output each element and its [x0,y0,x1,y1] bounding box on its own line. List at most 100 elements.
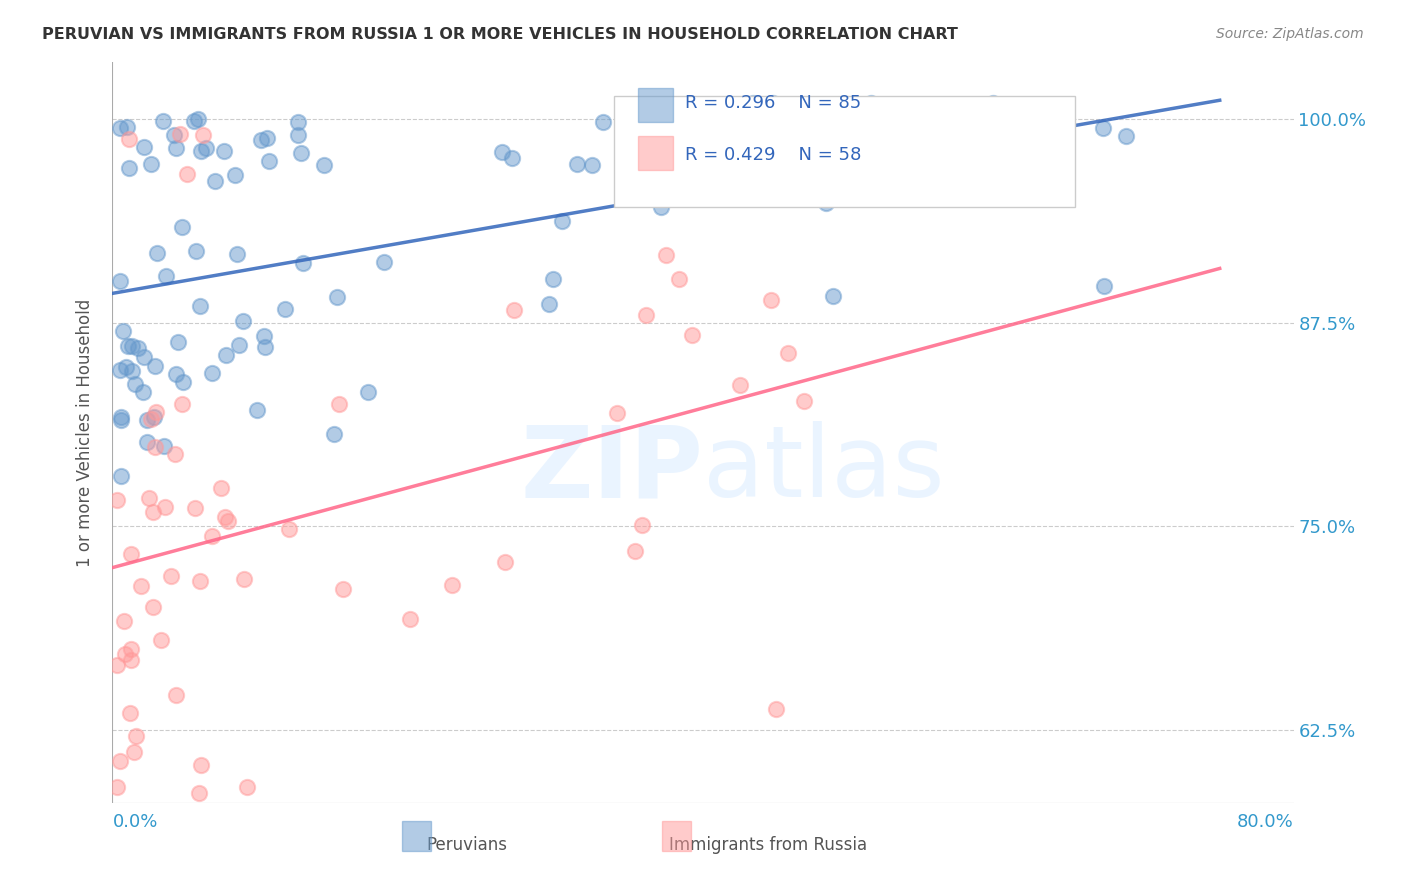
Point [120,641,142,656]
Point [1091,120,1114,135]
Point [105,780,128,794]
Point [176,167,198,181]
Point [163,447,186,461]
Point [209,482,232,496]
Point [166,335,188,350]
Point [141,599,163,614]
Point [141,411,163,425]
Point [728,377,751,392]
FancyBboxPatch shape [638,136,673,169]
Point [623,544,645,558]
Point [440,578,463,592]
Text: 80.0%: 80.0% [1237,813,1294,830]
Point [661,148,683,162]
Point [188,574,211,589]
Text: R = 0.429    N = 58: R = 0.429 N = 58 [685,146,862,164]
Point [503,303,526,318]
Point [201,529,224,543]
Point [183,501,205,516]
Point [981,96,1004,111]
Point [169,127,191,141]
Point [155,268,177,283]
Point [114,647,136,661]
Text: atlas: atlas [703,421,945,518]
Point [188,786,211,800]
Point [142,410,165,425]
Point [134,140,156,154]
Point [143,440,166,454]
Text: PERUVIAN VS IMMIGRANTS FROM RUSSIA 1 OR MORE VEHICLES IN HOUSEHOLD CORRELATION C: PERUVIAN VS IMMIGRANTS FROM RUSSIA 1 OR … [42,27,957,42]
Point [165,688,187,702]
Point [765,702,787,716]
Point [1094,279,1116,293]
Point [115,359,138,374]
Point [253,329,276,343]
Point [212,144,235,158]
Point [115,120,138,135]
Point [165,141,187,155]
Point [328,397,350,411]
Point [357,384,380,399]
Point [762,96,785,111]
Point [741,96,763,111]
Text: Source: ZipAtlas.com: Source: ZipAtlas.com [1216,27,1364,41]
Point [132,384,155,399]
Point [142,505,165,519]
Point [152,114,174,128]
Text: Peruvians: Peruvians [426,836,508,855]
Point [681,328,703,343]
Point [654,248,676,262]
Point [253,340,276,354]
Point [634,308,657,322]
Point [273,301,295,316]
Point [170,396,193,410]
Point [117,132,139,146]
Point [278,522,301,536]
Point [108,755,131,769]
Point [145,245,167,260]
FancyBboxPatch shape [662,822,692,851]
Point [226,247,249,261]
Point [592,115,614,129]
Point [567,157,589,171]
Point [105,658,128,673]
Point [110,413,132,427]
Point [1115,129,1137,144]
Point [537,297,560,311]
Point [121,364,143,378]
Point [759,293,782,307]
Point [160,568,183,582]
Point [170,220,193,235]
Point [494,555,516,569]
Point [145,404,167,418]
Point [165,368,187,382]
Point [112,614,135,628]
Point [120,653,142,667]
Point [224,169,246,183]
Point [815,196,838,211]
Text: Immigrants from Russia: Immigrants from Russia [669,836,868,855]
Point [214,509,236,524]
Point [139,156,162,170]
Point [778,345,800,359]
Point [314,158,336,172]
Point [236,780,259,794]
Point [793,394,815,409]
Point [129,579,152,593]
Point [606,406,628,420]
Point [650,200,672,214]
Point [287,115,309,129]
Point [232,314,254,328]
Point [398,612,420,626]
Point [232,572,254,586]
Point [823,288,845,302]
Point [132,350,155,364]
Point [190,145,212,159]
Point [292,256,315,270]
Point [105,493,128,508]
Text: R = 0.296    N = 85: R = 0.296 N = 85 [685,95,862,112]
Point [135,434,157,449]
Point [188,299,211,313]
Point [153,500,176,514]
Point [991,129,1014,144]
